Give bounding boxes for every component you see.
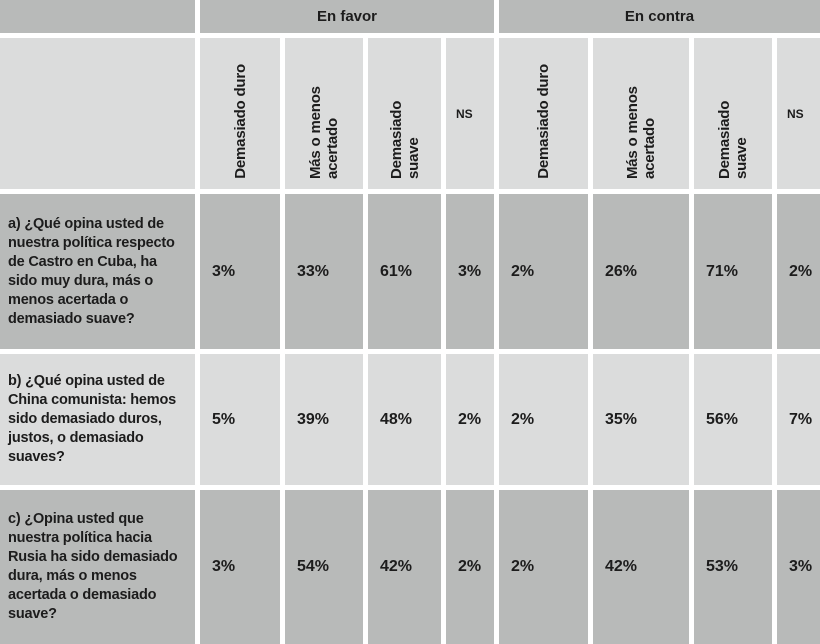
value-cell: 3% (200, 194, 280, 349)
column-header-demasiado-suave-contra: Demasiado suave (694, 38, 772, 189)
value-cell: 2% (446, 490, 494, 644)
question-cell-b: b) ¿Qué opina usted de China comunista: … (0, 354, 195, 485)
value-cell: 39% (285, 354, 363, 485)
group-header-en-favor: En favor (200, 0, 494, 33)
value-cell: 42% (593, 490, 689, 644)
column-header-label: Demasiado suave (716, 100, 750, 179)
column-header-label: NS (456, 106, 473, 121)
group-header-en-contra: En contra (499, 0, 820, 33)
value-cell: 3% (446, 194, 494, 349)
question-cell-c: c) ¿Opina usted que nuestra política hac… (0, 490, 195, 644)
value-cell: 7% (777, 354, 820, 485)
question-text: a) ¿Qué opina usted de nuestra política … (8, 215, 175, 327)
value-cell: 3% (777, 490, 820, 644)
question-text: b) ¿Qué opina usted de China comunista: … (8, 373, 177, 465)
value-cell: 2% (446, 354, 494, 485)
value-cell: 54% (285, 490, 363, 644)
value-cell: 5% (200, 354, 280, 485)
question-cell-a: a) ¿Qué opina usted de nuestra política … (0, 194, 195, 349)
question-column-header-cell (0, 38, 195, 189)
column-header-mas-o-menos-acertado-favor: Más o menos acertado (285, 38, 363, 189)
column-header-label: NS (787, 106, 804, 121)
column-header-ns-contra: NS (777, 38, 820, 189)
value-cell: 71% (694, 194, 772, 349)
column-header-demasiado-duro-contra: Demasiado duro (499, 38, 588, 189)
column-header-label: Demasiado duro (231, 64, 249, 179)
value-cell: 56% (694, 354, 772, 485)
value-cell: 2% (499, 194, 588, 349)
column-header-label: Más o menos acertado (307, 86, 341, 179)
column-header-demasiado-suave-favor: Demasiado suave (368, 38, 441, 189)
column-header-label: Demasiado duro (535, 64, 552, 179)
value-cell: 35% (593, 354, 689, 485)
corner-cell (0, 0, 195, 33)
column-header-label: Más o menos acertado (624, 86, 658, 179)
value-cell: 53% (694, 490, 772, 644)
value-cell: 2% (499, 354, 588, 485)
value-cell: 26% (593, 194, 689, 349)
question-text: c) ¿Opina usted que nuestra política hac… (8, 511, 178, 622)
value-cell: 2% (777, 194, 820, 349)
value-cell: 3% (200, 490, 280, 644)
value-cell: 2% (499, 490, 588, 644)
column-header-ns-favor: NS (446, 38, 494, 189)
value-cell: 42% (368, 490, 441, 644)
column-header-mas-o-menos-acertado-contra: Más o menos acertado (593, 38, 689, 189)
column-header-demasiado-duro-favor: Demasiado duro (200, 38, 280, 189)
value-cell: 48% (368, 354, 441, 485)
value-cell: 33% (285, 194, 363, 349)
column-header-label: Demasiado suave (387, 100, 422, 179)
value-cell: 61% (368, 194, 441, 349)
